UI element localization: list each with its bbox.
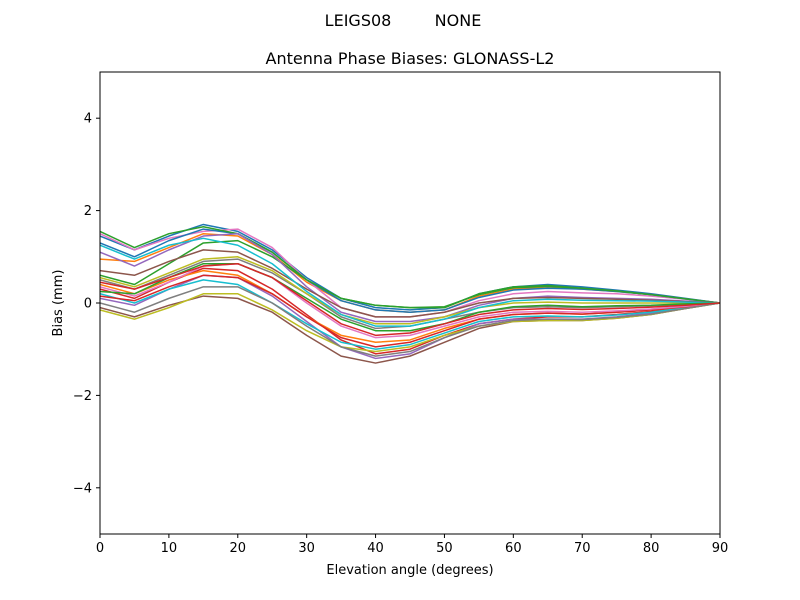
series-line-19 — [100, 256, 720, 325]
series-line-14 — [100, 274, 720, 348]
series-line-13 — [100, 226, 720, 309]
x-tick-label: 70 — [574, 541, 591, 556]
x-tick-label: 40 — [367, 541, 384, 556]
y-axis-label: Bias (mm) — [51, 270, 66, 337]
series-line-18 — [100, 286, 720, 357]
x-tick-label: 90 — [712, 541, 729, 556]
series-line-9 — [100, 293, 720, 353]
suptitle-left: LEIGS08 — [325, 11, 392, 30]
y-tick-label: 4 — [84, 112, 92, 127]
series-line-15 — [100, 232, 720, 323]
y-tick-label: 2 — [84, 204, 92, 219]
chart-title: Antenna Phase Biases: GLONASS-L2 — [266, 49, 555, 68]
suptitle-right: NONE — [435, 11, 482, 30]
y-axis: −4 −2 0 2 4 — [73, 112, 100, 496]
x-axis-label: Elevation angle (degrees) — [326, 563, 493, 578]
series-line-20 — [100, 237, 720, 327]
x-tick-label: 80 — [643, 541, 660, 556]
y-tick-label: −2 — [73, 389, 92, 404]
y-tick-label: 0 — [84, 297, 92, 312]
x-tick-label: 10 — [161, 541, 178, 556]
x-tick-label: 60 — [505, 541, 522, 556]
x-tick-label: 50 — [436, 541, 453, 556]
series-line-16 — [100, 249, 720, 318]
x-tick-label: 20 — [230, 541, 247, 556]
series-line-21 — [100, 262, 720, 332]
x-tick-label: 0 — [96, 541, 104, 556]
x-axis: 0 10 20 30 40 50 60 70 80 90 — [96, 534, 728, 556]
series-layer — [100, 223, 720, 364]
series-line-1 — [100, 223, 720, 311]
series-line-10 — [100, 279, 720, 350]
y-tick-label: −4 — [73, 481, 92, 496]
series-line-22 — [100, 262, 720, 337]
x-tick-label: 30 — [298, 541, 315, 556]
